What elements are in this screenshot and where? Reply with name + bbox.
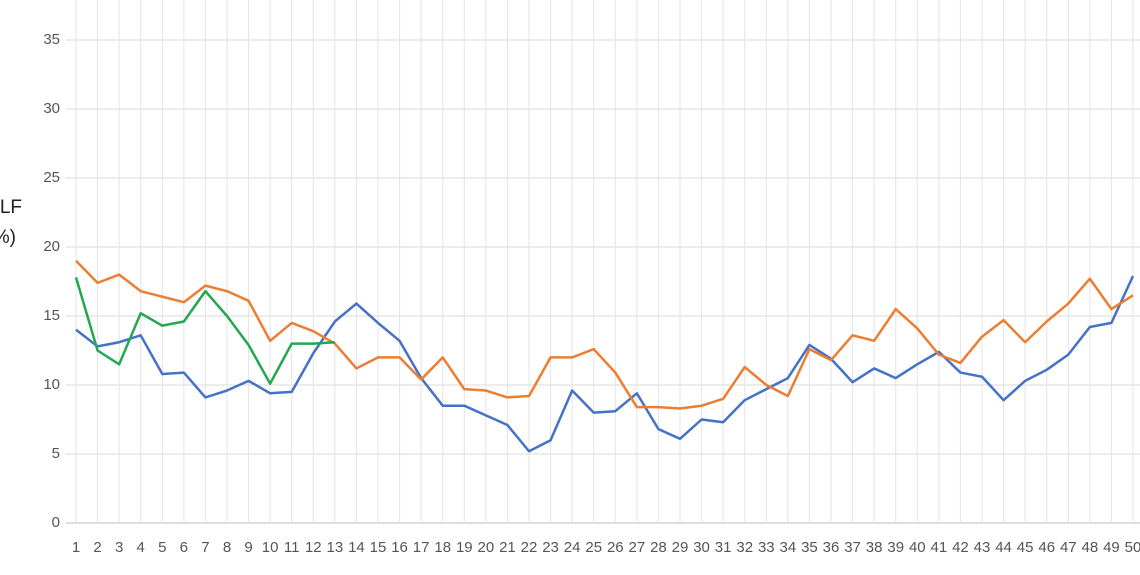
y-tick-label: 15 — [43, 307, 60, 324]
x-tick-label: 19 — [456, 539, 473, 556]
x-tick-label: 22 — [521, 539, 538, 556]
data-line — [75, 275, 1135, 453]
x-tick-label: 49 — [1103, 539, 1120, 556]
x-tick-label: 43 — [974, 539, 991, 556]
x-tick-label: 16 — [391, 539, 408, 556]
y-tick-label: 5 — [52, 445, 60, 462]
x-tick-label: 9 — [244, 539, 252, 556]
x-tick-label: 39 — [887, 539, 904, 556]
x-tick-label: 28 — [650, 539, 667, 556]
x-tick-label: 3 — [115, 539, 123, 556]
x-tick-label: 34 — [780, 539, 797, 556]
x-tick-label: 2 — [93, 539, 101, 556]
x-tick-label: 25 — [585, 539, 602, 556]
x-tick-label: 37 — [844, 539, 861, 556]
x-tick-label: 40 — [909, 539, 926, 556]
x-tick-label: 14 — [348, 539, 365, 556]
x-tick-label: 36 — [823, 539, 840, 556]
x-tick-label: 29 — [672, 539, 689, 556]
y-tick-label: 0 — [52, 514, 60, 531]
x-tick-label: 42 — [952, 539, 969, 556]
x-tick-label: 24 — [564, 539, 581, 556]
data-line — [74, 277, 335, 385]
x-tick-label: 17 — [413, 539, 430, 556]
x-tick-label: 31 — [715, 539, 732, 556]
x-tick-label: 44 — [995, 539, 1012, 556]
y-axis-label: CLF — [0, 197, 22, 218]
y-tick-label: 20 — [43, 238, 60, 255]
x-tick-label: 4 — [137, 539, 145, 556]
x-tick-label: 12 — [305, 539, 322, 556]
x-tick-label: 5 — [158, 539, 166, 556]
x-tick-label: 50 — [1125, 539, 1140, 556]
x-tick-label: 8 — [223, 539, 231, 556]
y-tick-label: 25 — [43, 169, 60, 186]
y-tick-label: 10 — [43, 376, 60, 393]
x-tick-label: 47 — [1060, 539, 1077, 556]
y-tick-label: 35 — [43, 31, 60, 48]
y-tick-label: 30 — [43, 100, 60, 117]
x-tick-label: 6 — [180, 539, 188, 556]
x-tick-label: 32 — [736, 539, 753, 556]
y-axis-label: (%) — [0, 227, 16, 248]
x-tick-label: 13 — [327, 539, 344, 556]
x-tick-label: 21 — [499, 539, 516, 556]
x-tick-label: 30 — [693, 539, 710, 556]
x-tick-label: 15 — [370, 539, 387, 556]
x-tick-label: 18 — [434, 539, 451, 556]
x-tick-label: 41 — [931, 539, 948, 556]
x-tick-label: 23 — [542, 539, 559, 556]
x-tick-label: 45 — [1017, 539, 1034, 556]
x-tick-label: 27 — [629, 539, 646, 556]
x-tick-label: 10 — [262, 539, 279, 556]
x-tick-label: 35 — [801, 539, 818, 556]
x-tick-label: 48 — [1082, 539, 1099, 556]
data-line — [75, 259, 1134, 410]
x-tick-label: 1 — [72, 539, 80, 556]
x-tick-label: 38 — [866, 539, 883, 556]
x-tick-label: 46 — [1038, 539, 1055, 556]
x-tick-label: 7 — [201, 539, 209, 556]
x-tick-label: 20 — [478, 539, 495, 556]
x-tick-label: 11 — [284, 539, 300, 556]
x-tick-label: 26 — [607, 539, 624, 556]
x-tick-label: 33 — [758, 539, 775, 556]
